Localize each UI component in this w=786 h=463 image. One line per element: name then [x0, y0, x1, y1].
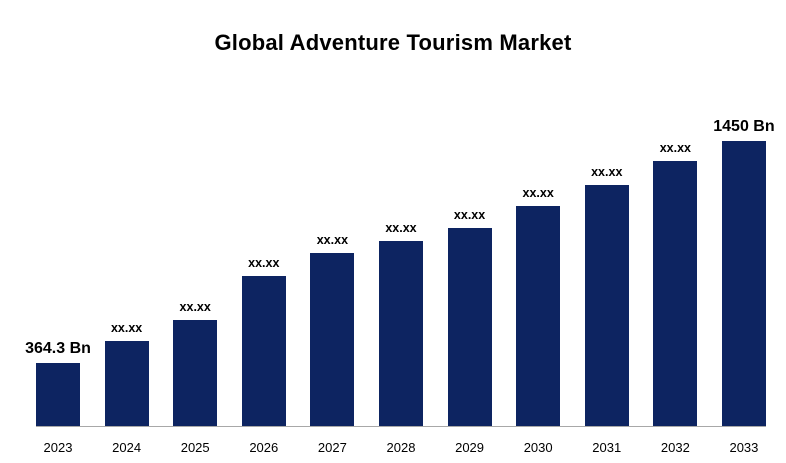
bar-value-label: xx.xx	[110, 321, 143, 336]
bar-value-label: xx.xx	[659, 141, 691, 156]
bar-value-label: 1450 Bn	[713, 118, 775, 136]
x-axis-label: 2026	[249, 440, 279, 455]
bar-group: xx.xx	[378, 221, 423, 426]
bar-value-label: xx.xx	[248, 256, 280, 271]
x-axis-label: 2028	[386, 440, 416, 455]
bar-value-label: xx.xx	[591, 165, 623, 180]
bar-value-label: xx.xx	[179, 300, 211, 315]
bar-group: xx.xx	[516, 186, 561, 426]
x-axis-label: 2032	[660, 440, 690, 455]
bar	[447, 228, 492, 426]
chart-title: Global Adventure Tourism Market	[214, 30, 572, 55]
bar	[241, 276, 286, 426]
bar	[104, 341, 149, 426]
bar-value-label: xx.xx	[522, 186, 554, 201]
x-axis-label: 2030	[523, 440, 553, 455]
plot-area: 364.3 Bn xx.xx xx.xx xx.xx xx.xx xx.xx xx.xx xx…	[25, 96, 775, 427]
x-axis-label: 2024	[112, 440, 142, 455]
x-axis-label: 2029	[455, 440, 485, 455]
bar-group: xx.xx	[584, 165, 629, 426]
bar	[584, 185, 629, 426]
x-axis-label: 2023	[43, 440, 73, 455]
bar	[653, 161, 698, 426]
bar-group: xx.xx	[653, 141, 698, 426]
bar-value-label: xx.xx	[385, 221, 417, 236]
bar-group: xx.xx	[447, 208, 492, 426]
years-row: 2023 2024 2025 2026 2027 2028 2029 2030 2031 2032…	[36, 440, 766, 455]
bar	[36, 363, 80, 426]
bar	[310, 253, 355, 426]
bar-group: xx.xx	[173, 300, 218, 426]
bar	[516, 206, 561, 426]
x-axis-label: 2027	[317, 440, 347, 455]
x-axis-label: 2031	[592, 440, 622, 455]
bar-group: xx.xx	[241, 256, 286, 426]
bar-value-label: xx.xx	[453, 208, 486, 223]
bar-value-label: 364.3 Bn	[25, 340, 91, 358]
x-axis-label: 2033	[729, 440, 759, 455]
bar	[173, 320, 218, 426]
x-axis-label: 2025	[180, 440, 210, 455]
bar-value-label: xx.xx	[316, 233, 349, 248]
bar	[721, 141, 766, 426]
bars-row: 364.3 Bn xx.xx xx.xx xx.xx xx.xx xx.xx xx.xx xx…	[25, 96, 775, 427]
bar-group: 364.3 Bn	[25, 340, 91, 426]
bar-group: xx.xx	[104, 321, 149, 426]
bar-group: 1450 Bn	[713, 118, 775, 426]
bar	[378, 241, 423, 426]
bar-group: xx.xx	[310, 233, 355, 426]
